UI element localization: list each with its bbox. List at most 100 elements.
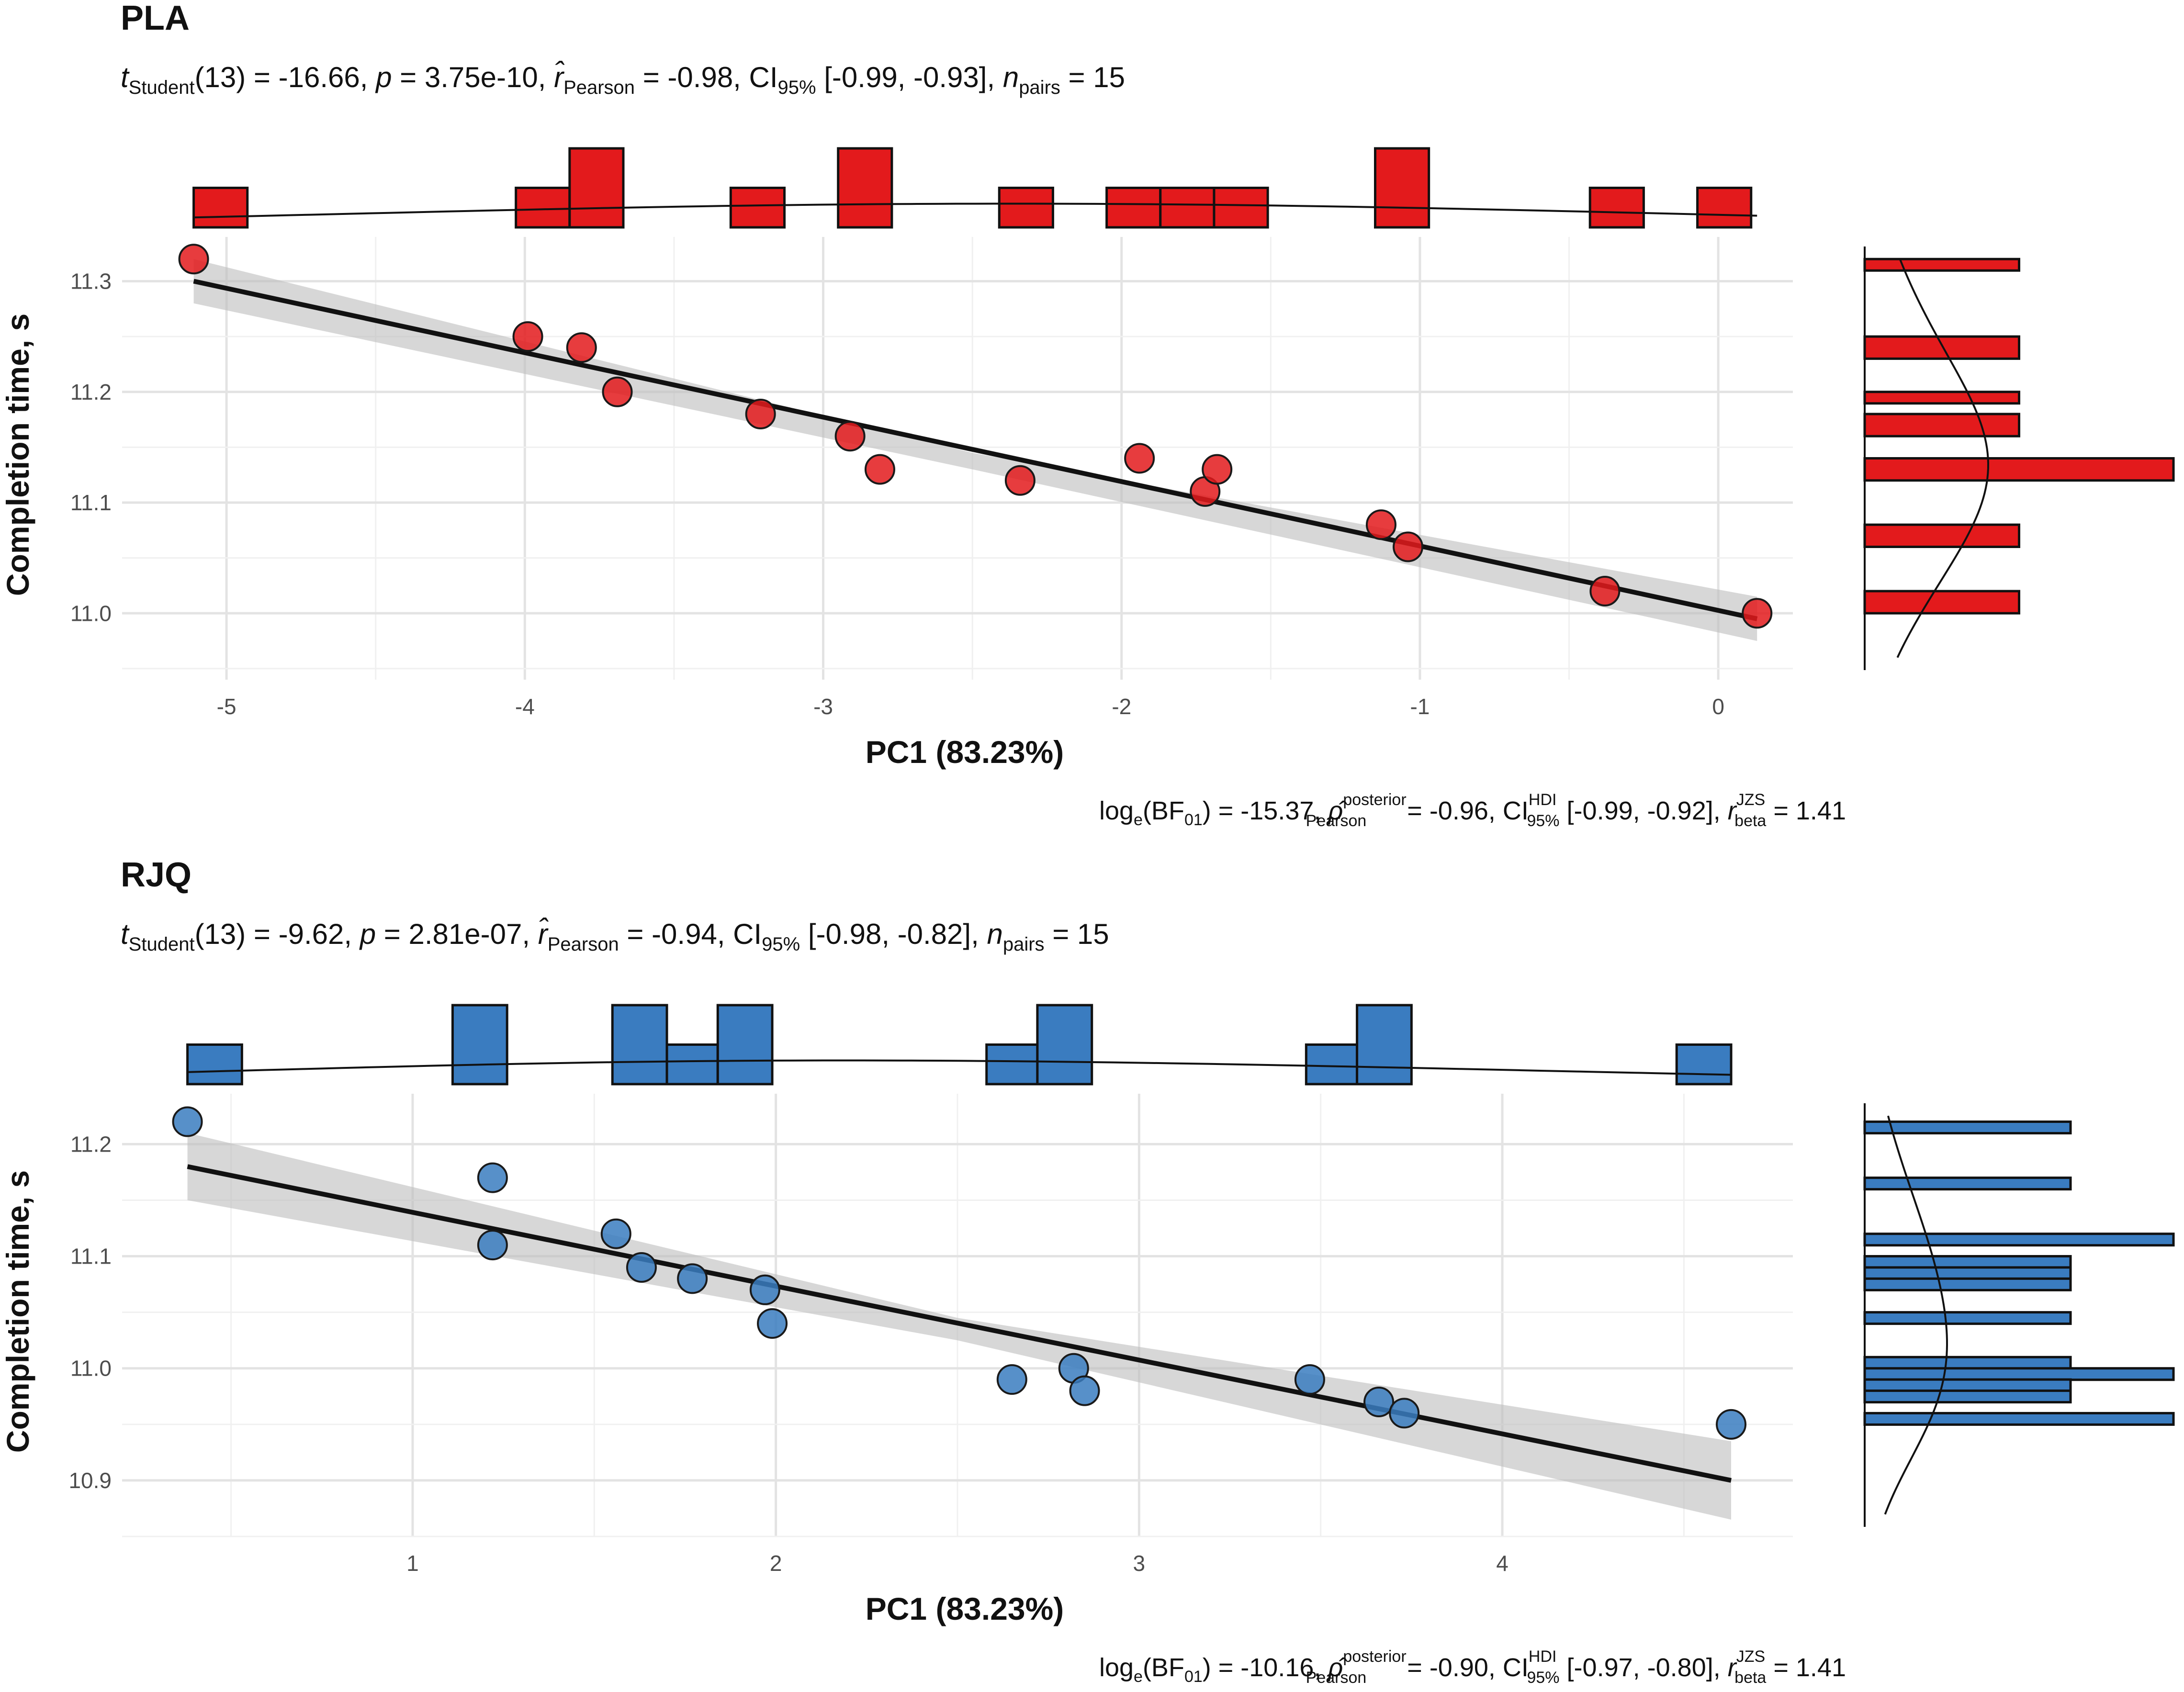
data-point bbox=[566, 332, 597, 363]
y-tick-label: 11.2 bbox=[70, 1132, 112, 1156]
y-histogram-bar bbox=[1863, 523, 2020, 548]
x-tick-label: -4 bbox=[515, 694, 535, 719]
x-axis-title: PC1 (83.23%) bbox=[866, 1591, 1064, 1626]
data-point bbox=[677, 1263, 708, 1294]
x-tick-label: -5 bbox=[217, 694, 236, 719]
data-point bbox=[1294, 1364, 1325, 1395]
x-tick-labels: -5 -4 -3 -2 -1 0 bbox=[217, 694, 1724, 719]
x-histogram-bar bbox=[716, 1004, 774, 1086]
y-histogram-bar bbox=[1863, 413, 2020, 437]
x-tick-label: 4 bbox=[1496, 1551, 1509, 1576]
data-point bbox=[477, 1230, 508, 1261]
y-histogram-bar bbox=[1863, 1121, 2072, 1135]
data-point bbox=[1389, 1398, 1420, 1429]
data-point bbox=[602, 376, 633, 407]
panel-title: PLA bbox=[121, 0, 190, 37]
x-histogram-bar bbox=[1696, 187, 1753, 229]
data-point bbox=[1202, 454, 1233, 485]
stats-subtitle: tStudent(13) = -9.62, p = 2.81e-07, r̂Pe… bbox=[121, 918, 1109, 955]
x-density-curve bbox=[193, 202, 1757, 219]
data-point bbox=[1365, 509, 1396, 540]
data-point bbox=[600, 1218, 631, 1249]
x-tick-label: 2 bbox=[770, 1551, 782, 1576]
x-histogram-bar bbox=[1159, 187, 1216, 229]
y-histogram-bar bbox=[1863, 1378, 2072, 1392]
data-point bbox=[1742, 598, 1773, 629]
y-histogram-bar bbox=[1863, 1412, 2175, 1426]
data-point bbox=[1716, 1409, 1747, 1440]
panel-pla: PLA tStudent(13) = -16.66, p = 3.75e-10,… bbox=[0, 0, 2175, 830]
data-points bbox=[172, 1106, 1747, 1440]
x-histogram-bar bbox=[1588, 187, 1645, 229]
x-histogram-bar bbox=[665, 1043, 719, 1086]
x-histogram-bar bbox=[1213, 187, 1269, 229]
confidence-band-area bbox=[193, 259, 1757, 641]
y-marginal-histogram bbox=[1863, 247, 2175, 670]
panel-rjq: RJQ tStudent(13) = -9.62, p = 2.81e-07, … bbox=[0, 856, 2175, 1687]
y-marginal-histogram bbox=[1863, 1103, 2175, 1527]
data-point bbox=[1393, 531, 1424, 562]
confidence-band-area bbox=[187, 1132, 1732, 1520]
y-histogram-bar bbox=[1863, 1389, 2072, 1404]
x-tick-label: 1 bbox=[406, 1551, 419, 1576]
x-histogram-bar bbox=[568, 147, 625, 229]
x-histogram-bar bbox=[1356, 1004, 1413, 1086]
y-tick-labels: 10.9 11.0 11.1 11.2 bbox=[68, 1132, 112, 1493]
scatter-plot-area: -5 -4 -3 -2 -1 0 11.0 11.1 11.2 11.3 bbox=[70, 237, 1793, 719]
y-axis-title: Completion time, s bbox=[0, 1170, 35, 1453]
x-tick-label: 0 bbox=[1712, 694, 1724, 719]
y-tick-label: 10.9 bbox=[68, 1468, 112, 1493]
data-point bbox=[745, 399, 776, 429]
y-tick-label: 11.0 bbox=[70, 1356, 112, 1381]
y-tick-label: 11.1 bbox=[70, 490, 112, 515]
y-histogram-bar bbox=[1863, 457, 2175, 482]
y-histogram-bar bbox=[1863, 1177, 2072, 1191]
x-marginal-histogram bbox=[186, 1004, 1733, 1086]
y-histogram-bar bbox=[1863, 1277, 2072, 1291]
scatter-plot-area: 1 2 3 4 10.9 11.0 11.1 11.2 bbox=[68, 1094, 1793, 1576]
x-histogram-bar bbox=[729, 187, 786, 229]
fit-line bbox=[187, 1164, 1732, 1483]
y-tick-label: 11.1 bbox=[70, 1244, 112, 1269]
x-histogram-bar bbox=[985, 1043, 1039, 1086]
stats-subtitle: tStudent(13) = -16.66, p = 3.75e-10, r̂P… bbox=[121, 61, 1125, 98]
x-histogram-bar bbox=[192, 187, 249, 229]
y-histogram-bar bbox=[1863, 391, 2020, 405]
bayes-caption: loge(BF01) = -15.37, ρ̂posterior Pearson … bbox=[1099, 791, 1846, 830]
data-point bbox=[996, 1364, 1027, 1395]
data-point bbox=[626, 1252, 657, 1283]
x-histogram-bar bbox=[451, 1004, 508, 1086]
y-tick-label: 11.3 bbox=[70, 269, 112, 294]
x-histogram-bar bbox=[515, 187, 571, 229]
data-point bbox=[1363, 1386, 1395, 1417]
data-point bbox=[172, 1106, 203, 1137]
data-point bbox=[1069, 1375, 1100, 1406]
data-point bbox=[1589, 576, 1621, 606]
data-point bbox=[477, 1162, 508, 1193]
panel-title: RJQ bbox=[121, 856, 191, 894]
data-point bbox=[1124, 443, 1155, 474]
confidence-band bbox=[187, 1132, 1732, 1520]
confidence-band bbox=[193, 259, 1757, 641]
x-histogram-bar bbox=[186, 1043, 243, 1086]
x-histogram-bar bbox=[611, 1004, 668, 1086]
y-histogram-bar bbox=[1863, 1311, 2072, 1325]
data-point bbox=[757, 1308, 788, 1339]
data-point bbox=[1004, 465, 1036, 496]
x-marginal-histogram bbox=[192, 147, 1757, 229]
y-tick-label: 11.2 bbox=[70, 380, 112, 404]
y-histogram-bar bbox=[1863, 1367, 2175, 1381]
y-histogram-bar bbox=[1863, 1255, 2072, 1269]
x-density-curve bbox=[187, 1059, 1732, 1076]
x-histogram-bar bbox=[1675, 1043, 1733, 1086]
fit-line bbox=[193, 279, 1758, 621]
y-axis-title: Completion time, s bbox=[0, 314, 35, 596]
y-density-curve bbox=[1884, 1115, 1948, 1515]
y-tick-label: 11.0 bbox=[70, 601, 112, 626]
x-histogram-bar bbox=[837, 147, 893, 229]
x-histogram-bar bbox=[1105, 187, 1162, 229]
data-point bbox=[749, 1274, 780, 1305]
y-histogram-bar bbox=[1863, 590, 2020, 615]
regression-line bbox=[187, 1164, 1732, 1483]
data-point bbox=[834, 421, 866, 452]
